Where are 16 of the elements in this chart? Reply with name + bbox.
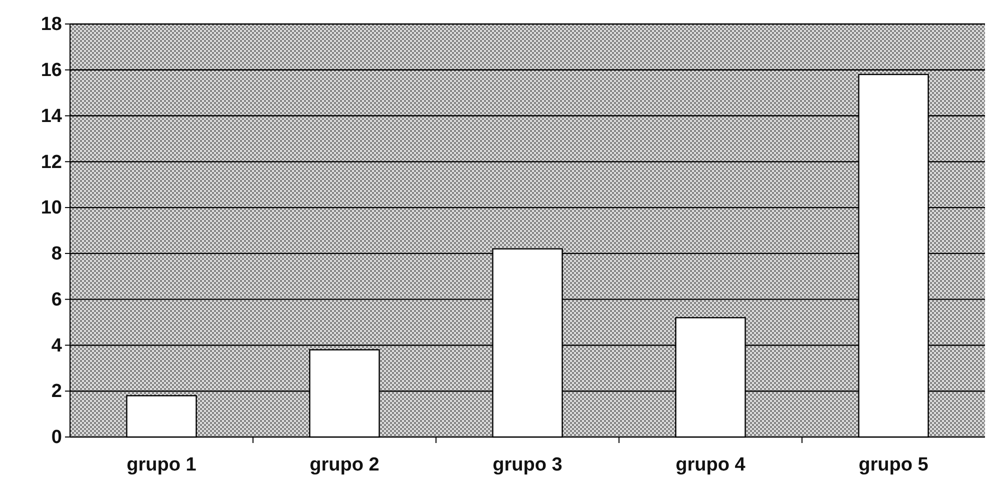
y-tick-label: 18 bbox=[40, 14, 62, 36]
y-tick-label: 6 bbox=[51, 289, 62, 310]
x-tick-label: grupo 5 bbox=[858, 454, 929, 476]
y-tick-label: 16 bbox=[40, 60, 62, 81]
x-tick-label: grupo 3 bbox=[492, 454, 562, 476]
y-tick-label: 4 bbox=[51, 335, 62, 356]
y-tick-label: 12 bbox=[40, 152, 62, 173]
x-tick-label: grupo 2 bbox=[310, 454, 380, 476]
y-tick-label: 2 bbox=[51, 381, 62, 402]
bar bbox=[126, 395, 197, 438]
y-tick-label: 14 bbox=[40, 106, 62, 127]
y-tick-label: 0 bbox=[51, 427, 62, 448]
y-tick-label: 8 bbox=[51, 244, 62, 265]
x-tick-label: grupo 1 bbox=[126, 454, 197, 476]
x-tick-label: grupo 4 bbox=[676, 454, 746, 476]
y-tick-label: 10 bbox=[40, 198, 62, 219]
